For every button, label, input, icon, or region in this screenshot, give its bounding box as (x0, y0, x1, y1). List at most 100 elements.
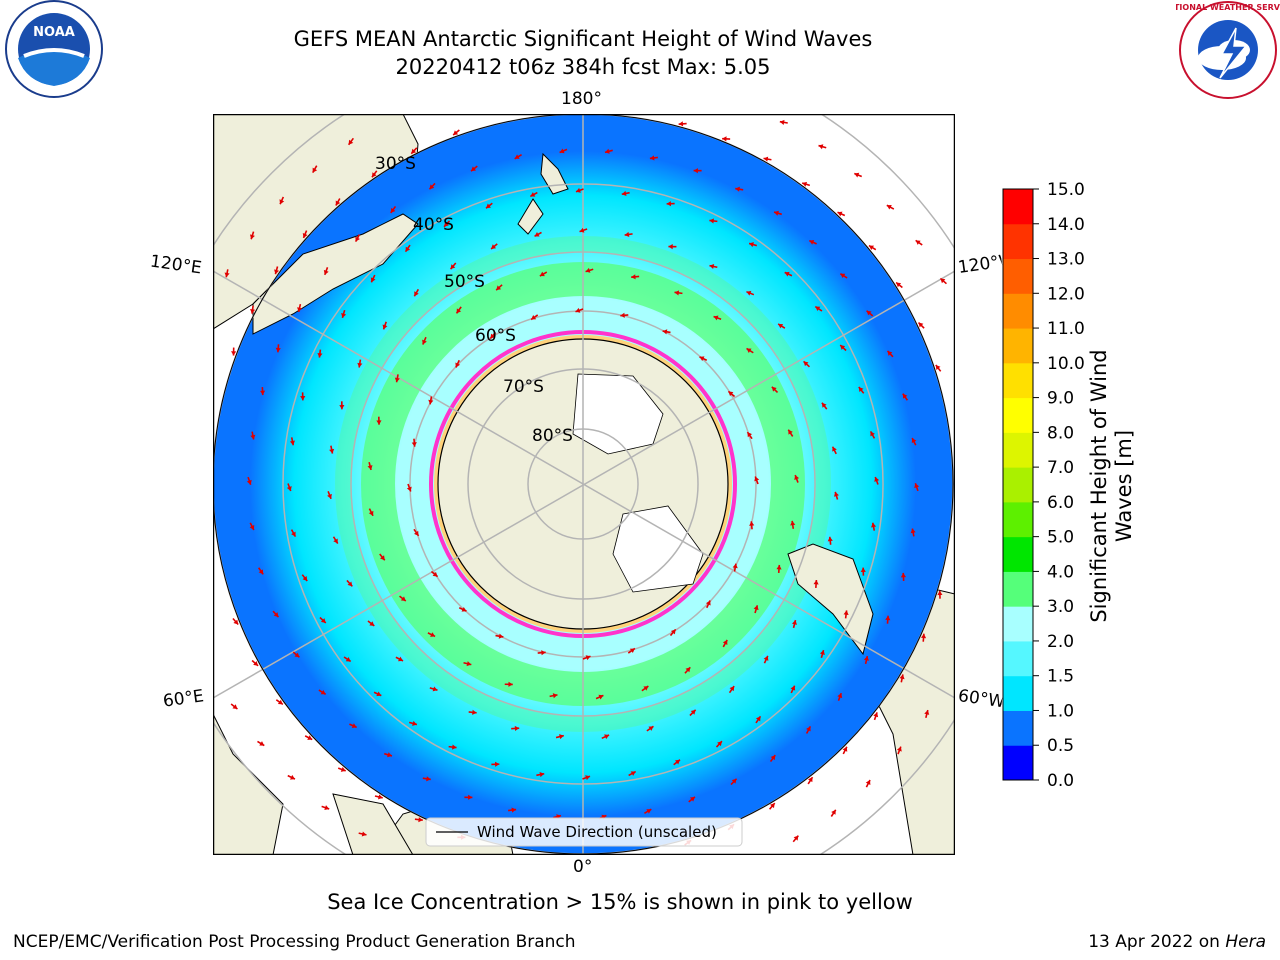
wind-arrow-head (788, 429, 793, 435)
wind-arrow-head (575, 307, 581, 313)
wind-arrow-head (455, 362, 461, 368)
wind-arrow-head (430, 632, 436, 637)
colorbar-segment (1003, 293, 1033, 329)
nws-logo-icon: NATIONAL WEATHER SERVICE (1176, 1, 1280, 99)
colorbar-tick-label: 5.0 (1047, 528, 1074, 548)
wind-arrow-head (860, 567, 866, 573)
wind-arrow-head (868, 245, 874, 250)
lat-label-50s: 50°S (444, 272, 485, 292)
wind-arrow-head (539, 271, 545, 277)
colorbar-segment (1003, 328, 1033, 364)
wind-arrow-head (335, 200, 341, 206)
colorbar-label-line1: Significant Height of Wind (1087, 349, 1111, 623)
wind-arrow-head (456, 308, 462, 314)
colorbar-tick-label: 1.5 (1047, 667, 1074, 687)
wind-arrow-head (896, 282, 902, 288)
wind-arrow-head (753, 605, 759, 611)
wind-arrow-head (490, 333, 496, 339)
wind-arrow-head (224, 272, 230, 278)
wind-arrow-head (552, 693, 558, 699)
sea-ice-note: Sea Ice Concentration > 15% is shown in … (327, 890, 913, 914)
wind-arrow-head (843, 610, 849, 615)
wind-arrow-head (450, 264, 456, 270)
wind-arrow-head (289, 440, 295, 446)
wind-arrow-head (670, 629, 676, 635)
wind-arrow-head (685, 667, 691, 673)
colorbar-tick-label: 7.0 (1047, 458, 1074, 478)
wind-arrow-head (729, 686, 735, 692)
wind-arrow-head (377, 794, 383, 800)
wind-arrow-head (279, 199, 285, 205)
nws-logo-text: NATIONAL WEATHER SERVICE (1176, 3, 1280, 12)
colorbar-segment (1003, 467, 1033, 503)
wind-arrow-head (355, 236, 360, 242)
wind-arrow-head (534, 231, 540, 237)
noaa-logo-icon: NOAA (5, 0, 103, 98)
wind-arrow-head (827, 536, 833, 542)
wind-arrow-head (731, 778, 737, 784)
wind-arrow-head (896, 746, 902, 752)
wind-arrow-head (871, 522, 877, 528)
wind-arrow-head (885, 615, 891, 621)
wind-arrow-head (585, 267, 591, 273)
wind-arrow-head (339, 404, 345, 410)
wind-arrow-head (320, 689, 326, 695)
wind-arrow-head (598, 694, 604, 700)
wind-arrow-head (808, 777, 813, 783)
wind-arrow-head (579, 227, 585, 233)
wind-arrow-head (802, 181, 808, 187)
colorbar-tick-label: 8.0 (1047, 423, 1074, 443)
colorbar-segment (1003, 397, 1033, 433)
polar-map: 30°S 40°S 50°S 60°S 70°S 80°S Wind Wave … (213, 114, 955, 855)
colorbar-segment (1003, 432, 1033, 468)
chart-subtitle: 20220412 t06z 384h fcst Max: 5.05 (395, 55, 771, 79)
wind-arrow-head (790, 685, 796, 691)
wind-arrow-head (498, 633, 504, 639)
wind-arrow-head (840, 273, 846, 279)
colorbar-segment (1003, 223, 1033, 260)
wind-arrow-head (312, 167, 318, 173)
wind-arrow-head (468, 794, 473, 800)
wind-arrow-head (294, 652, 300, 658)
wind-arrow-head (678, 121, 684, 127)
wind-arrow-head (920, 633, 927, 639)
lon-label-180: 180° (561, 89, 602, 109)
wind-arrow-head (347, 581, 353, 587)
wind-arrow-head (620, 312, 625, 318)
colorbar: 0.0 0.5 1.0 1.5 2.0 3.0 4.0 5.0 6.0 7.0 8.0 9.0 10.0… (1002, 180, 1085, 791)
wind-arrow-head (432, 571, 438, 577)
wind-arrow-head (842, 746, 848, 752)
wind-arrow-head (277, 699, 283, 705)
wind-arrow-head (345, 656, 351, 662)
wind-arrow-head (784, 271, 790, 277)
wind-arrow-head (865, 780, 871, 786)
colorbar-frame (1002, 188, 1034, 781)
wind-arrow-head (249, 234, 255, 240)
wind-arrow-head (400, 596, 406, 602)
wind-arrow-head (832, 446, 837, 452)
colorbar-segment (1003, 606, 1033, 642)
wind-arrow-head (348, 139, 354, 145)
wind-arrow-head (831, 809, 836, 815)
wind-arrow-head (803, 361, 809, 367)
wind-arrow-head (735, 186, 740, 192)
wind-arrow-head (514, 154, 520, 159)
wind-arrow-head (258, 569, 264, 575)
wind-arrow-head (778, 323, 784, 329)
footer-right: 13 Apr 2022 on Hera (1088, 932, 1266, 952)
wind-arrow-head (273, 612, 279, 618)
wind-arrow-head (771, 386, 777, 392)
lat-label-30s: 30°S (375, 154, 416, 174)
wind-arrow-head (818, 144, 824, 150)
lat-label-40s: 40°S (413, 215, 454, 235)
wind-arrow-head (559, 148, 565, 154)
colorbar-segment (1003, 189, 1033, 225)
wind-arrow-head (866, 310, 872, 316)
wind-arrow-head (833, 491, 839, 497)
wind-arrow-head (648, 726, 654, 731)
wind-arrow-head (514, 725, 520, 732)
wind-arrow-head (259, 390, 266, 396)
colorbar-segment (1003, 362, 1033, 399)
wind-arrow-head (390, 207, 396, 213)
wind-arrow-head (324, 805, 330, 811)
